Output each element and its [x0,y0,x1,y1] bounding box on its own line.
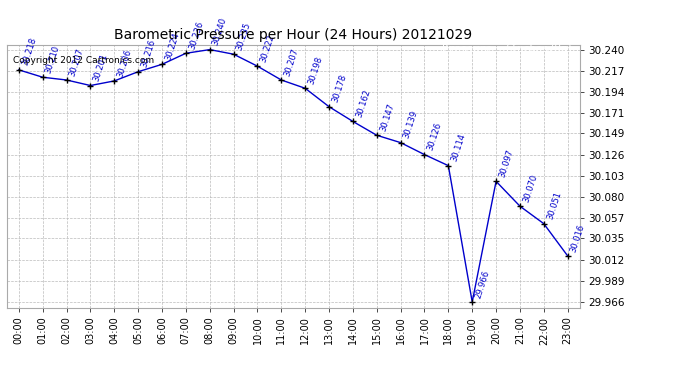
Text: 30.051: 30.051 [545,190,563,221]
Text: 30.070: 30.070 [522,173,539,203]
Text: 30.210: 30.210 [44,44,61,75]
Text: 30.097: 30.097 [497,148,515,178]
Title: Barometric Pressure per Hour (24 Hours) 20121029: Barometric Pressure per Hour (24 Hours) … [114,28,473,42]
Text: 30.139: 30.139 [402,110,420,140]
Text: 30.147: 30.147 [378,102,396,132]
Text: 30.207: 30.207 [283,47,300,77]
Text: 30.198: 30.198 [306,55,324,86]
Text: 30.236: 30.236 [187,20,205,51]
Text: 30.222: 30.222 [259,33,277,63]
Text: 30.206: 30.206 [116,48,133,78]
Text: 29.966: 29.966 [473,269,491,299]
Text: 30.216: 30.216 [139,39,157,69]
Text: 30.224: 30.224 [164,31,181,62]
Text: Copyright 2012 Cartronics.com: Copyright 2012 Cartronics.com [12,56,154,64]
Text: 30.114: 30.114 [450,132,467,163]
Text: 30.201: 30.201 [92,53,109,83]
Text: 30.218: 30.218 [20,37,38,67]
Text: 30.178: 30.178 [331,74,348,104]
Text: 30.016: 30.016 [569,223,586,253]
Text: 30.207: 30.207 [68,47,86,77]
Text: Pressure  (Inches/Hg): Pressure (Inches/Hg) [442,44,573,54]
Text: 30.162: 30.162 [354,88,372,118]
Text: 30.126: 30.126 [426,122,444,152]
Text: 30.240: 30.240 [211,16,228,47]
Text: 30.235: 30.235 [235,21,253,51]
